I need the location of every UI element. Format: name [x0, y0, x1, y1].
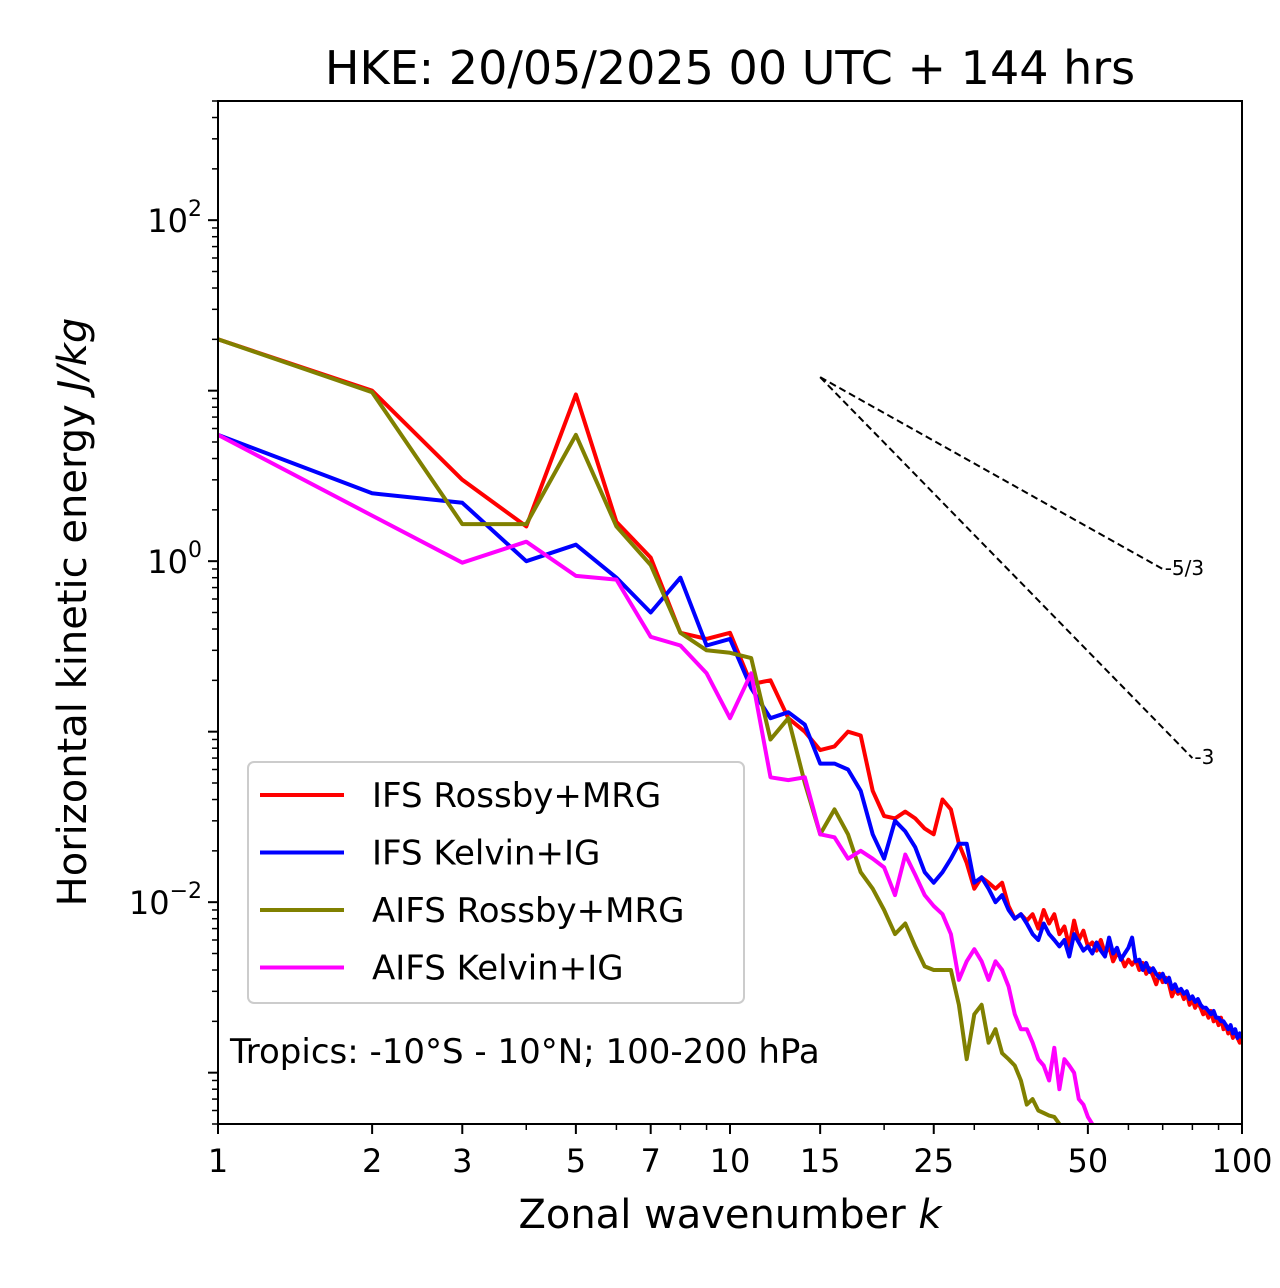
x-tick-label: 3 — [452, 1142, 472, 1180]
series-line-aifs-kelvin-ig — [218, 433, 1095, 1124]
x-tick-label: 1 — [208, 1142, 228, 1180]
x-tick-label: 100 — [1211, 1142, 1272, 1180]
x-tick-label: 10 — [710, 1142, 751, 1180]
chart-title: HKE: 20/05/2025 00 UTC + 144 hrs — [325, 41, 1135, 95]
legend-label-aifs-kelvin-ig: AIFS Kelvin+IG — [372, 949, 624, 989]
region-annotation: Tropics: -10°S - 10°N; 100-200 hPa — [229, 1032, 820, 1072]
legend-label-aifs-rossby-mrg: AIFS Rossby+MRG — [372, 891, 684, 931]
plot-frame — [217, 100, 1243, 1125]
legend-items: IFS Rossby+MRG IFS Kelvin+IG AIFS Rossby+M… — [260, 776, 684, 989]
reference-slopes: -5/3 -3 — [819, 376, 1214, 769]
x-tick-label: 2 — [362, 1142, 382, 1180]
x-tick-label: 50 — [1068, 1142, 1109, 1180]
series-line-ifs-kelvin-ig — [218, 433, 1242, 1040]
series-lines — [218, 337, 1242, 1124]
y-axis-label-units: J/kg — [50, 318, 96, 399]
legend-box — [247, 761, 745, 1004]
legend-label-ifs-rossby-mrg: IFS Rossby+MRG — [372, 776, 661, 816]
slope-line-3 — [819, 376, 1194, 759]
y-axis-label-main: Horizontal kinetic energy — [50, 392, 96, 907]
x-tick-label: 15 — [800, 1142, 841, 1180]
y-tick-label: 10−2 — [129, 879, 202, 922]
series-line-aifs-rossby-mrg — [218, 337, 1062, 1124]
legend: IFS Rossby+MRG IFS Kelvin+IG AIFS Rossby+M… — [247, 761, 745, 1004]
y-tick-label: 100 — [147, 538, 202, 581]
y-tick-label: 102 — [147, 197, 202, 240]
x-axis-label: Zonal wavenumber k — [518, 1192, 943, 1238]
axis-ticks: 1 2 3 5 7 10 15 25 50 100 10−2 100 102 — [129, 100, 1273, 1180]
series-line-ifs-rossby-mrg — [218, 337, 1242, 1045]
slope-label-5-3: -5/3 — [1165, 556, 1204, 580]
x-tick-label: 7 — [641, 1142, 661, 1180]
legend-label-ifs-kelvin-ig: IFS Kelvin+IG — [372, 834, 600, 874]
y-axis-label: Horizontal kinetic energy J/kg — [50, 318, 96, 907]
x-tick-label: 25 — [913, 1142, 954, 1180]
x-tick-label: 5 — [566, 1142, 586, 1180]
slope-label-3: -3 — [1194, 745, 1214, 769]
x-axis-label-var: k — [918, 1192, 943, 1238]
x-axis-label-main: Zonal wavenumber — [518, 1192, 918, 1238]
